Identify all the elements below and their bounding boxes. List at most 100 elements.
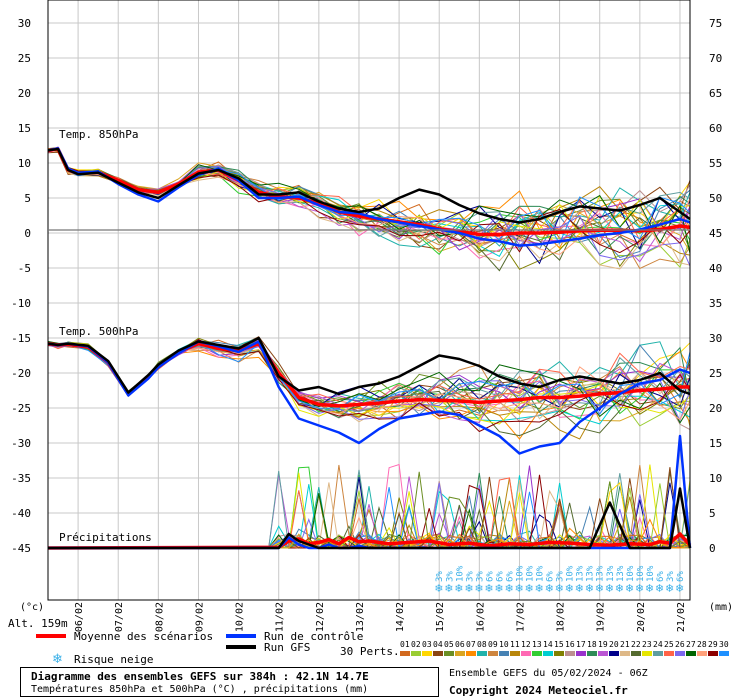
- pert-swatch-27: [686, 651, 696, 656]
- pert-num-26: 26: [675, 640, 685, 649]
- panel-label-precip: Précipitations: [59, 531, 152, 544]
- pert-swatch-01: [400, 651, 410, 656]
- pert-num-10: 10: [499, 640, 509, 649]
- snowflake-icon: ❄: [484, 582, 493, 595]
- snow-pct-13: 10%: [566, 565, 576, 582]
- left-tick-4: 10: [18, 157, 31, 170]
- pert-swatch-30: [719, 651, 729, 656]
- snow-pct-21: 10%: [646, 565, 656, 582]
- plot-frame: [47, 0, 691, 601]
- pert-swatch-14: [543, 651, 553, 656]
- pert-num-13: 13: [532, 640, 542, 649]
- snow-pct-24: 6%: [676, 571, 686, 582]
- pert-num-23: 23: [642, 640, 652, 649]
- right-tick-11: 20: [709, 402, 722, 415]
- left-tick-9: -15: [11, 332, 31, 345]
- snowflake-icon: ❄: [665, 582, 674, 595]
- date-tick-4: 10/02: [235, 602, 246, 632]
- date-tick-7: 13/02: [355, 602, 366, 632]
- pert-swatch-25: [664, 651, 674, 656]
- pert-num-02: 02: [411, 640, 421, 649]
- snow-pct-9: 10%: [526, 565, 536, 582]
- left-tick-2: 20: [18, 87, 31, 100]
- pert-num-28: 28: [697, 640, 707, 649]
- pert-num-01: 01: [400, 640, 410, 649]
- pert-swatch-10: [499, 651, 509, 656]
- snow-pct-4: 3%: [475, 571, 485, 582]
- series-t850-0: [47, 147, 691, 237]
- left-tick-6: 0: [24, 227, 31, 240]
- snowflake-icon: ❄: [454, 582, 463, 595]
- pert-num-27: 27: [686, 640, 696, 649]
- left-unit: (°c): [20, 602, 44, 613]
- pert-swatch-18: [587, 651, 597, 656]
- snow-pct-8: 10%: [515, 565, 525, 582]
- pert-num-30: 30: [719, 640, 729, 649]
- left-tick-11: -25: [11, 402, 31, 415]
- snowflake-icon: ❄: [675, 582, 684, 595]
- snow-pct-7: 6%: [505, 571, 515, 582]
- date-tick-12: 18/02: [556, 602, 567, 632]
- snow-pct-17: 13%: [606, 565, 616, 582]
- snowflake-icon: ❄: [615, 582, 624, 595]
- pert-swatch-21: [620, 651, 630, 656]
- pert-swatch-03: [422, 651, 432, 656]
- pert-num-21: 21: [620, 640, 630, 649]
- snowflake-icon: ❄: [444, 582, 453, 595]
- snow-pct-6: 6%: [495, 571, 505, 582]
- snow-pct-0: 3%: [435, 571, 445, 582]
- series-lines: [47, 147, 692, 550]
- date-tick-13: 19/02: [596, 602, 607, 632]
- legend-mean-label: Moyenne des scénarios: [74, 630, 213, 643]
- date-tick-3: 09/02: [194, 602, 205, 632]
- snow-pct-2: 10%: [455, 565, 465, 582]
- pert-num-03: 03: [422, 640, 432, 649]
- pert-t850-11: [47, 149, 691, 256]
- snowflake-icon: ❄: [575, 582, 584, 595]
- legend-perts-label: 30 Perts.: [340, 645, 400, 658]
- right-unit: (mm): [709, 602, 733, 613]
- pert-swatch-12: [521, 651, 531, 656]
- series-t500-5: [47, 336, 691, 396]
- pert-swatch-13: [532, 651, 542, 656]
- snowflake-icon: ❄: [625, 582, 634, 595]
- pert-t850-28: [47, 148, 691, 256]
- left-tick-3: 15: [18, 122, 31, 135]
- pert-num-06: 06: [455, 640, 465, 649]
- pert-swatch-17: [576, 651, 586, 656]
- snowflake-icon: ❄: [474, 582, 483, 595]
- pert-swatch-08: [477, 651, 487, 656]
- snow-pct-15: 13%: [586, 565, 596, 582]
- left-tick-5: 5: [24, 192, 31, 205]
- snowflake-icon: ❄: [535, 582, 544, 595]
- pert-num-09: 09: [488, 640, 498, 649]
- right-tick-8: 35: [709, 297, 722, 310]
- panel-label-t500: Temp. 500hPa: [59, 325, 138, 338]
- pert-t850-13: [47, 148, 691, 256]
- snow-pct-14: 13%: [576, 565, 586, 582]
- date-tick-9: 15/02: [435, 602, 446, 632]
- pert-num-25: 25: [664, 640, 674, 649]
- left-tick-1: 25: [18, 52, 31, 65]
- right-tick-9: 30: [709, 332, 722, 345]
- snow-pct-23: 3%: [666, 571, 676, 582]
- pert-num-04: 04: [433, 640, 443, 649]
- pert-swatch-07: [466, 651, 476, 656]
- date-tick-10: 16/02: [475, 602, 486, 632]
- snowflake-icon: ❄: [555, 582, 564, 595]
- pert-num-07: 07: [466, 640, 476, 649]
- snowflake-icon: ❄: [464, 582, 473, 595]
- pert-swatch-29: [708, 651, 718, 656]
- left-tick-10: -20: [11, 367, 31, 380]
- left-tick-0: 30: [18, 17, 31, 30]
- series-t850-1: [47, 147, 691, 247]
- pert-swatch-19: [598, 651, 608, 656]
- pert-swatch-23: [642, 651, 652, 656]
- date-tick-14: 20/02: [636, 602, 647, 632]
- snow-pct-16: 13%: [596, 565, 606, 582]
- pert-num-24: 24: [653, 640, 663, 649]
- pert-num-11: 11: [510, 640, 520, 649]
- pert-num-12: 12: [521, 640, 531, 649]
- pert-num-20: 20: [609, 640, 619, 649]
- snowflake-icon: ❄: [595, 582, 604, 595]
